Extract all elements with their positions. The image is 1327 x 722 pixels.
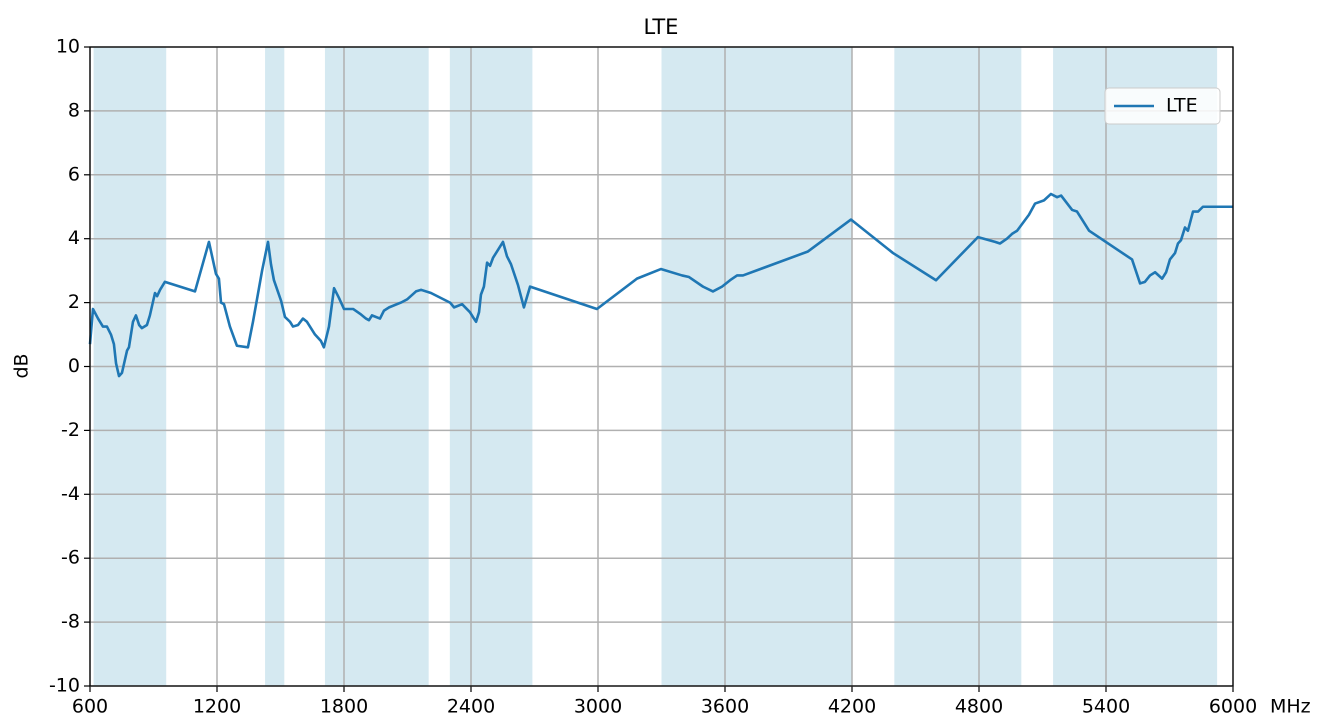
x-tick-label: 3000 <box>574 696 622 718</box>
y-tick-label: -2 <box>61 419 80 441</box>
legend-box <box>1104 87 1221 125</box>
legend-label: LTE <box>1166 95 1198 117</box>
y-tick-label: -10 <box>49 675 80 697</box>
x-tick-label: 1200 <box>193 696 241 718</box>
y-tick-label: 2 <box>68 291 80 313</box>
x-tick-label: 5400 <box>1082 696 1130 718</box>
y-tick-label: 10 <box>56 36 80 58</box>
x-tick-label: 1800 <box>320 696 368 718</box>
y-tick-label: -6 <box>61 547 80 569</box>
plot-frame <box>89 46 1234 687</box>
y-tick-label: 0 <box>68 355 80 377</box>
y-tick-label: -4 <box>61 483 80 505</box>
data-line <box>88 192 1233 378</box>
chart-title: LTE <box>644 15 679 39</box>
x-tick-label: 2400 <box>447 696 495 718</box>
x-tick-label: 6000 <box>1209 696 1257 718</box>
y-tick-label: 6 <box>68 163 80 185</box>
x-axis-label: MHz <box>1270 696 1311 718</box>
y-tick-label: 4 <box>68 227 80 249</box>
y-axis-label: dB <box>11 353 33 378</box>
y-tick-label: -8 <box>61 611 80 633</box>
x-tick-label: 600 <box>72 696 108 718</box>
x-tick-label: 4800 <box>955 696 1003 718</box>
y-tick-label: 8 <box>68 99 80 121</box>
x-tick-label: 4200 <box>828 696 876 718</box>
x-tick-label: 3600 <box>701 696 749 718</box>
